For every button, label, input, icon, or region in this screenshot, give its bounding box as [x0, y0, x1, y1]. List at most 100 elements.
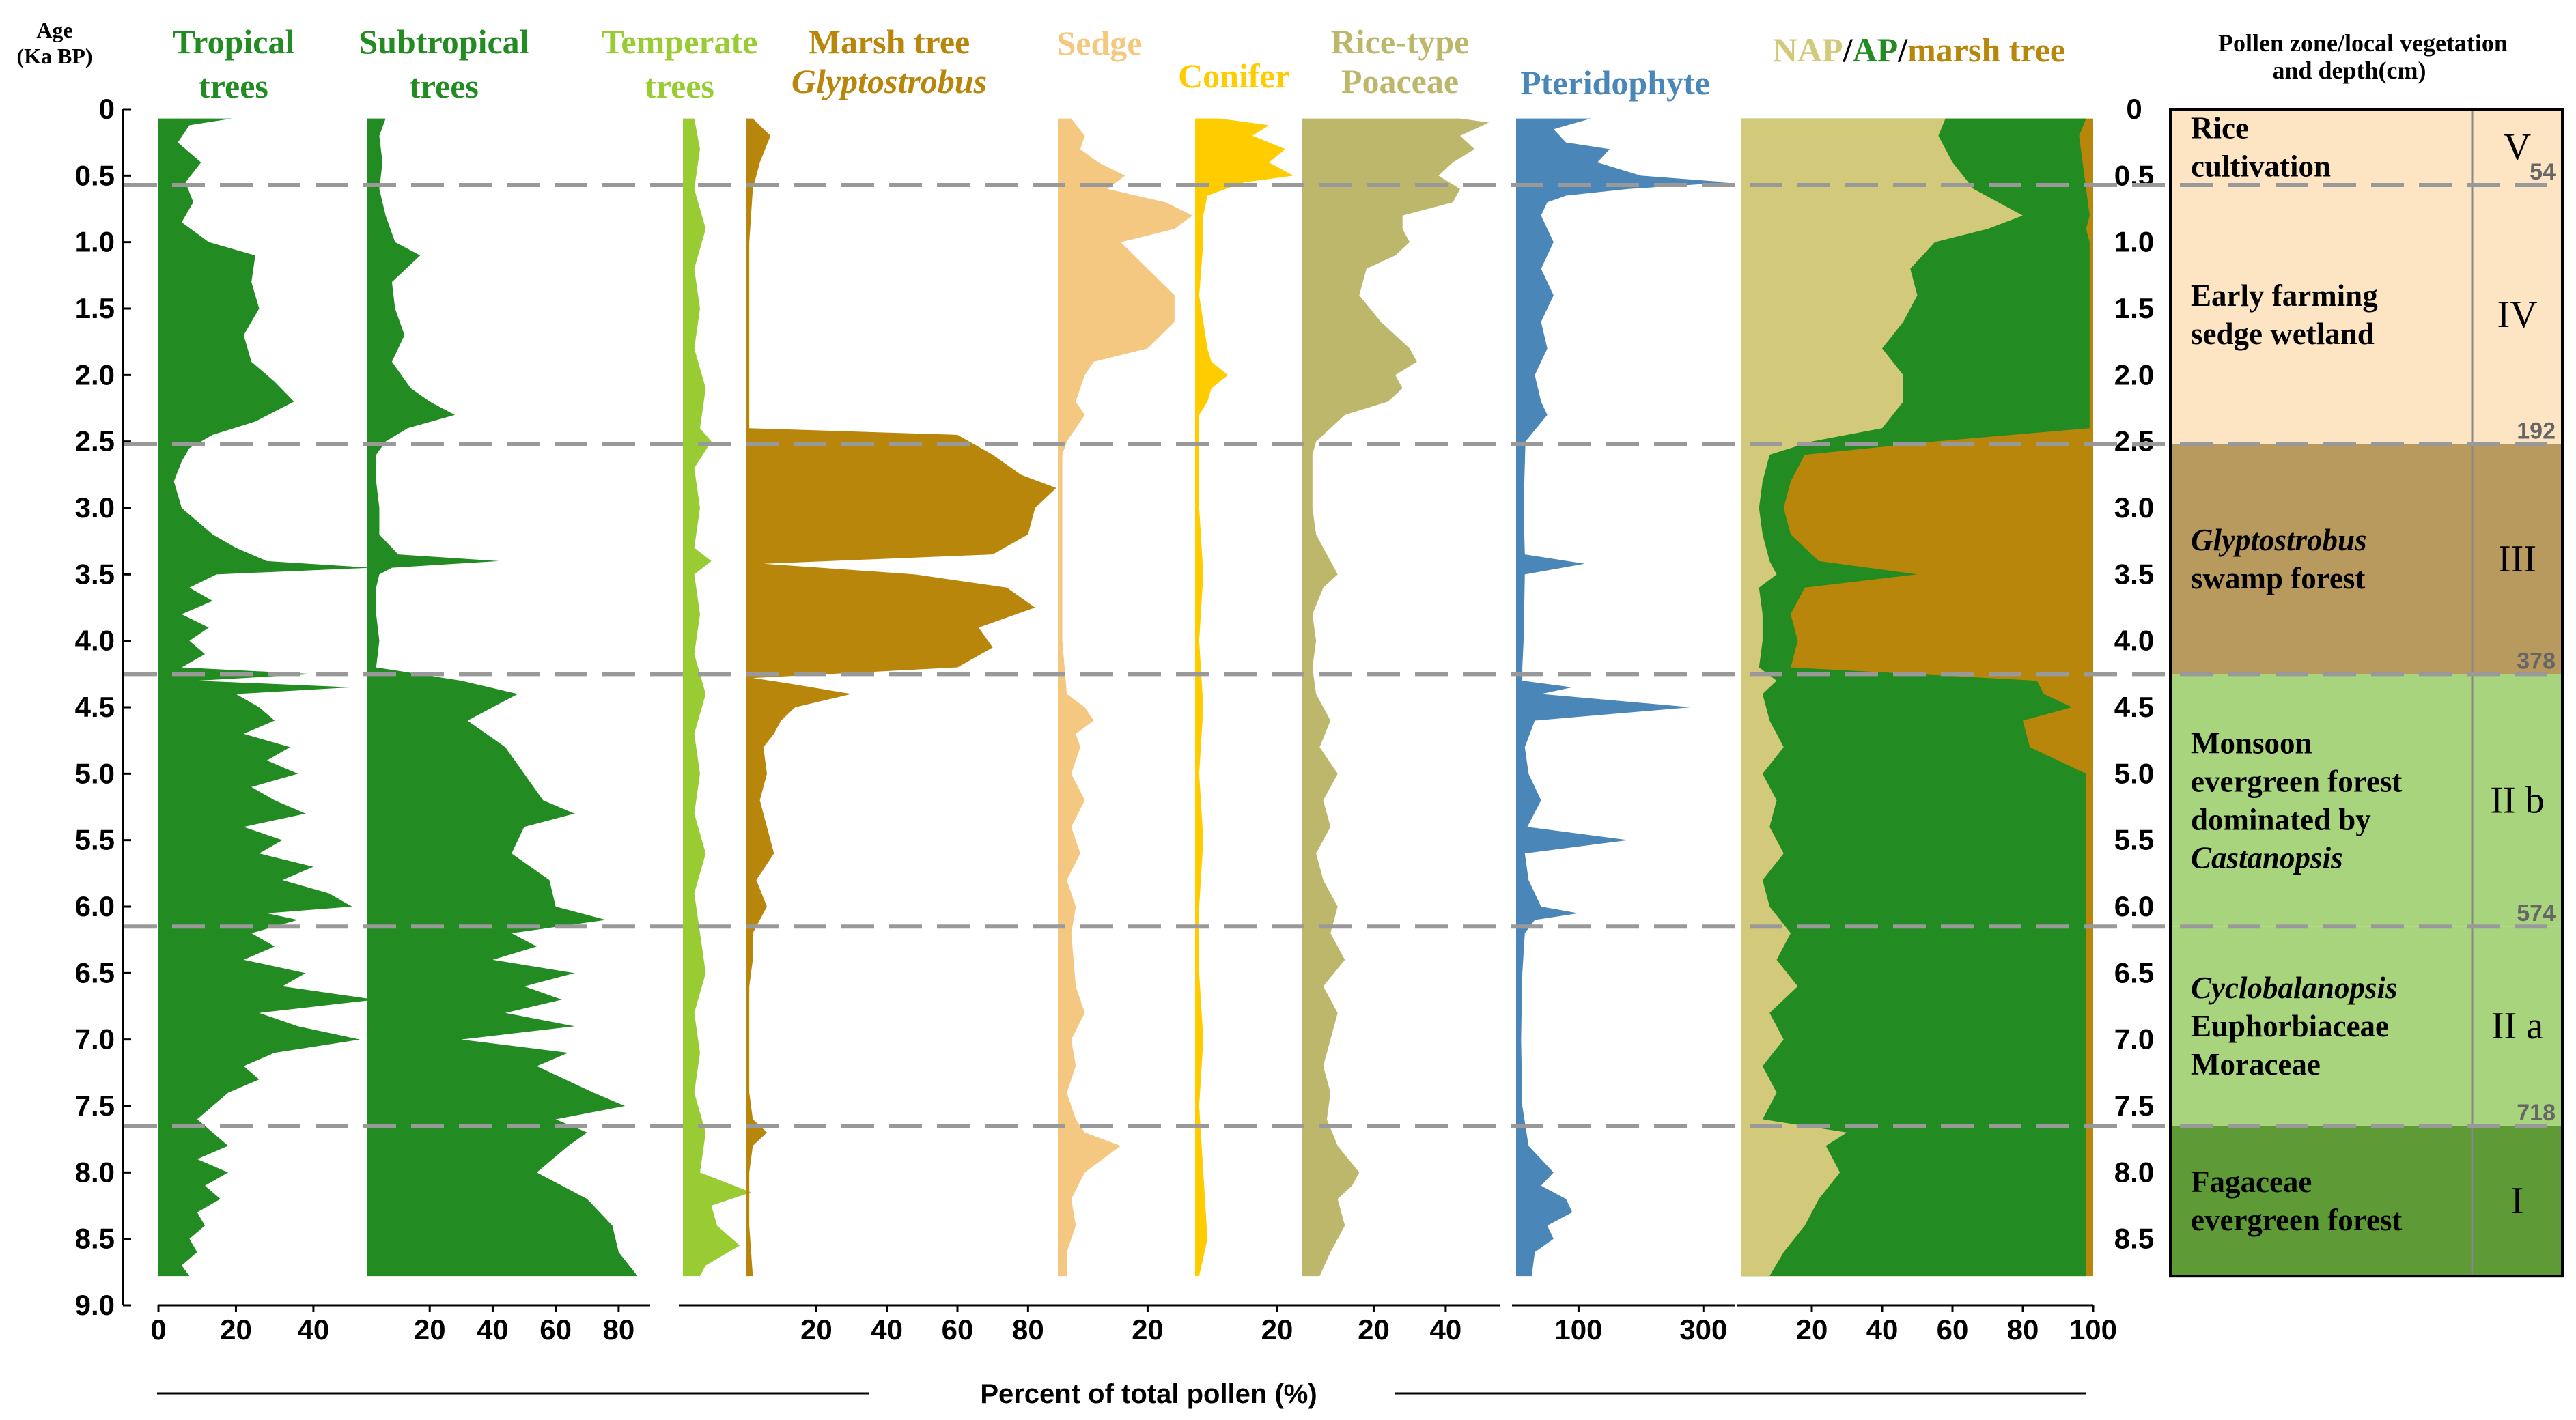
- x-tick-label-marsh: 20: [800, 1314, 832, 1346]
- zone-label: Cyclobalanopsis: [2191, 971, 2398, 1005]
- x-tick-label-tropical: 0: [150, 1314, 166, 1346]
- zone-age-tick-label: 1.5: [2114, 292, 2154, 324]
- zone-roman: V: [2504, 126, 2531, 168]
- zone-label: Rice: [2191, 111, 2249, 145]
- area-sedge: [1058, 118, 1193, 1277]
- zone-age-tick-label: 3.5: [2114, 558, 2154, 590]
- panel-title-marsh: Marsh tree: [809, 23, 970, 61]
- zone-frame: [2169, 108, 2564, 1278]
- zone-label: Early farming: [2191, 279, 2378, 313]
- zone-depth: 718: [2517, 1100, 2556, 1126]
- panel-title-part: marsh tree: [1907, 31, 2065, 69]
- zone-roman: II b: [2490, 779, 2544, 821]
- zone-roman: III: [2498, 538, 2536, 580]
- age-tick-label: 4.5: [75, 691, 115, 723]
- age-tick-label: 7.0: [75, 1023, 115, 1055]
- age-tick-label: 2.0: [75, 358, 115, 390]
- x-tick-label-poaceae: 20: [1358, 1314, 1390, 1346]
- zone-label: Glyptostrobus: [2191, 523, 2367, 557]
- area-nap: [1741, 118, 2023, 1277]
- zone-band-IV: [2170, 184, 2562, 444]
- zone-band-III: [2170, 444, 2562, 674]
- zone-label: dominated by: [2191, 802, 2371, 836]
- panel-title-tropical: Tropical: [173, 23, 295, 61]
- panel-title-poaceae: Poaceae: [1341, 62, 1459, 100]
- area-pteridophyte: [1516, 118, 1728, 1277]
- area-temperate: [683, 118, 751, 1277]
- age-axis: Age(Ka BP) 0 0.5 1.0 1.5 2.0 2.5 3.0 3.5 4.0 4.5 5.…: [16, 18, 131, 1321]
- age-tick-label: 8.0: [75, 1156, 115, 1188]
- age-tick-label: 6.5: [75, 956, 115, 989]
- zone-age-tick-label: 6.5: [2114, 956, 2154, 989]
- age-axis-unit: (Ka BP): [16, 44, 92, 68]
- age-tick-label: 4.0: [75, 625, 115, 657]
- x-tick-label-subtropical: 60: [540, 1314, 572, 1346]
- panel-title-subtropical: trees: [409, 67, 479, 105]
- x-tick-label-subtropical: 20: [414, 1314, 446, 1346]
- zone-depth: 378: [2517, 648, 2556, 674]
- age-tick-label: 0: [99, 93, 115, 125]
- zone-age-tick-label: 4.5: [2114, 691, 2154, 723]
- age-tick-label: 3.5: [75, 558, 115, 590]
- zone-label: cultivation: [2191, 149, 2331, 183]
- zone-age-tick-label: 2.0: [2114, 358, 2154, 390]
- panel-title-nap_ap_marsh: NAP/AP/marsh tree: [1773, 31, 2065, 69]
- x-tick-label-pteridophyte: 100: [1554, 1314, 1602, 1346]
- panel-subtropical: 20 40 60 80 Subtropical trees: [359, 23, 650, 1346]
- x-tick-label-subtropical: 40: [477, 1314, 509, 1346]
- zone-age-tick-label: 8.0: [2114, 1156, 2154, 1188]
- x-tick-label-marsh: 80: [1012, 1314, 1044, 1346]
- zone-label: Monsoon: [2191, 726, 2312, 760]
- x-tick-label-nap_ap_marsh: 40: [1866, 1314, 1899, 1346]
- panel-title-part: /: [1897, 31, 1908, 69]
- panel-title-subtropical: Subtropical: [359, 23, 529, 61]
- age-tick-label: 6.0: [75, 890, 115, 922]
- zone-band-IIb: [2170, 674, 2562, 927]
- age-tick-label: 1.0: [75, 226, 115, 258]
- panel-temperate: Temperate trees: [602, 23, 758, 1307]
- zone-roman: I: [2511, 1180, 2524, 1222]
- panel-title-marsh: Glyptostrobus: [792, 62, 987, 100]
- x-tick-label-marsh: 60: [942, 1314, 974, 1346]
- x-tick-label-nap_ap_marsh: 60: [1937, 1314, 1969, 1346]
- zone-age-tick-label: 4.0: [2114, 625, 2154, 657]
- zone-age-tick-label: 8.5: [2114, 1223, 2154, 1255]
- x-axis-label-group: Percent of total pollen (%): [157, 1379, 2086, 1409]
- x-tick-label-tropical: 0: [150, 1314, 166, 1346]
- zone-band-I: [2170, 1126, 2562, 1277]
- x-tick-label-nap_ap_marsh: 100: [2069, 1314, 2117, 1346]
- zone-band-V: [2170, 109, 2562, 185]
- x-tick-label-nap_ap_marsh: 20: [1796, 1314, 1828, 1346]
- area-tropical: [158, 118, 376, 1277]
- panel-title-conifer: Conifer: [1178, 57, 1290, 95]
- panel-title-temperate: Temperate: [602, 23, 758, 61]
- zone-age-tick-label: 7.0: [2114, 1023, 2154, 1055]
- x-axis-label: Percent of total pollen (%): [980, 1379, 1317, 1409]
- zone-age-tick-label: 6.0: [2114, 890, 2154, 922]
- panel-title-part: /: [1843, 31, 1853, 69]
- zone-boundary-lines: [124, 182, 2562, 1128]
- zone-header: Pollen zone/local vegetation: [2218, 29, 2508, 57]
- area-conifer: [1195, 118, 1293, 1277]
- zone-roman: II a: [2491, 1005, 2543, 1047]
- x-tick-label-sedge: 20: [1132, 1314, 1164, 1346]
- zone-label: evergreen forest: [2191, 1203, 2402, 1237]
- zone-age-tick-label: 3.0: [2114, 492, 2154, 524]
- x-tick-label-subtropical: 80: [603, 1314, 635, 1346]
- panel-pteridophyte: 100 300 Pteridophyte: [1512, 63, 1735, 1346]
- zone-label: Castanopsis: [2191, 840, 2343, 875]
- x-tick-label-pteridophyte: 300: [1679, 1314, 1727, 1346]
- zone-label: evergreen forest: [2191, 764, 2402, 798]
- area-subtropical: [367, 118, 638, 1277]
- panel-title-part: NAP: [1773, 31, 1843, 69]
- zone-depth: 54: [2530, 159, 2556, 185]
- age-tick-label: 5.5: [75, 824, 115, 856]
- panel-title-tropical: trees: [199, 67, 268, 105]
- zone-label: swamp forest: [2191, 561, 2365, 595]
